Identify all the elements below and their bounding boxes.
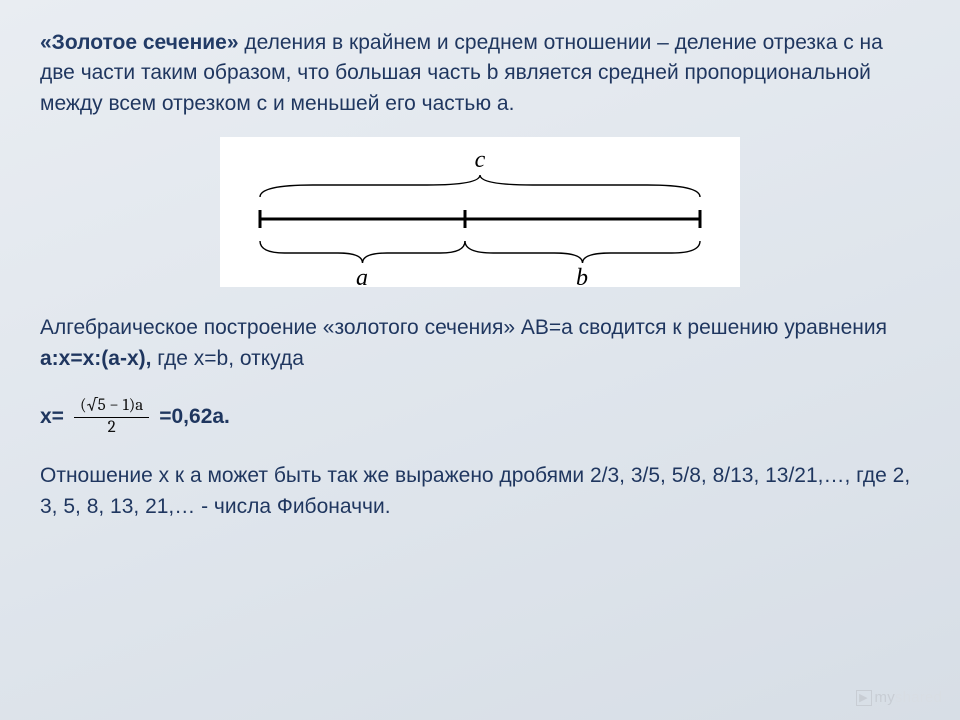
fraction: (√5 − 1)a 2: [74, 396, 149, 437]
slide-container: «Золотое сечение» деления в крайнем и ср…: [0, 0, 960, 720]
fraction-denominator: 2: [102, 418, 122, 438]
watermark: ▶myshared: [856, 689, 942, 706]
algebra-lead: Алгебраическое построение «золотого сече…: [40, 316, 887, 339]
x-equation-line: x= (√5 − 1)a 2 =0,62а.: [40, 396, 920, 437]
definition-paragraph: «Золотое сечение» деления в крайнем и ср…: [40, 28, 920, 119]
x-equals-label: x=: [40, 405, 64, 429]
equation-ratio: а:х=х:(а-х),: [40, 347, 151, 370]
svg-text:c: c: [475, 147, 486, 173]
algebra-tail: где х=b, откуда: [151, 347, 303, 370]
svg-text:b: b: [576, 265, 588, 287]
x-result: =0,62а.: [159, 405, 230, 429]
watermark-shared: shared: [895, 689, 942, 706]
fraction-numerator: (√5 − 1)a: [74, 396, 149, 418]
title-phrase: «Золотое сечение»: [40, 31, 239, 54]
fibonacci-paragraph: Отношение х к а может быть так же выраже…: [40, 461, 920, 522]
svg-text:a: a: [356, 265, 368, 287]
watermark-my: my: [875, 689, 895, 706]
play-icon: ▶: [856, 690, 872, 706]
segment-diagram: c a b: [220, 137, 740, 287]
algebra-paragraph: Алгебраическое построение «золотого сече…: [40, 313, 920, 374]
